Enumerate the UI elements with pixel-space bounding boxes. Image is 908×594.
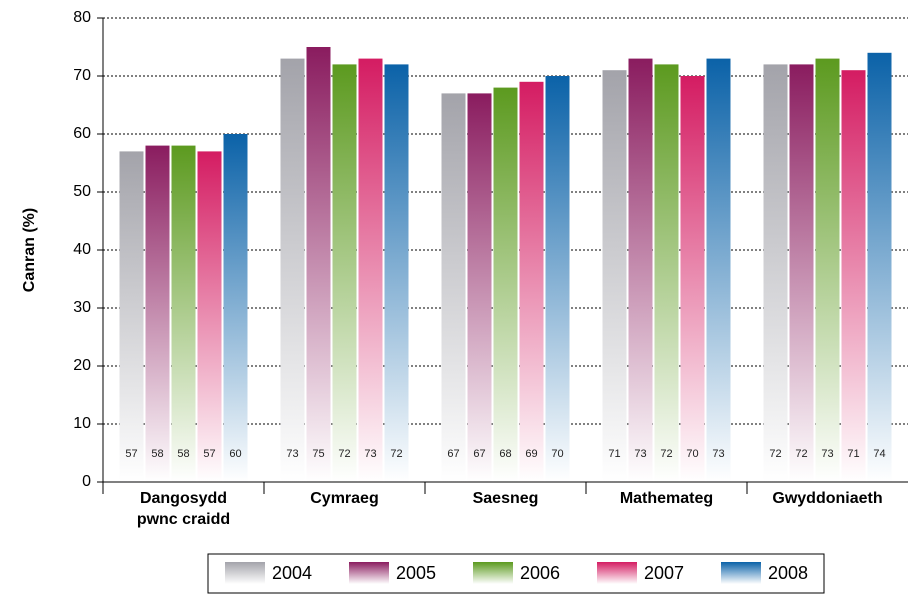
value-label: 71 [608, 448, 620, 460]
legend-label: 2004 [272, 563, 312, 583]
value-label: 71 [847, 448, 859, 460]
value-label: 57 [203, 448, 215, 460]
bar [384, 64, 409, 483]
y-axis-label: Canran (%) [21, 208, 38, 292]
legend-label: 2008 [768, 563, 808, 583]
y-tick-label: 20 [73, 357, 91, 374]
y-tick-label: 60 [73, 125, 91, 142]
bar [519, 81, 544, 483]
bar [197, 151, 222, 482]
bar [628, 58, 653, 482]
value-label: 72 [390, 448, 402, 460]
value-label: 74 [873, 448, 885, 460]
value-label: 69 [525, 448, 537, 460]
legend-label: 2006 [520, 563, 560, 583]
bar [441, 93, 466, 483]
bar [763, 64, 788, 483]
y-tick-label: 80 [73, 9, 91, 26]
y-tick-label: 40 [73, 241, 91, 258]
x-tick-label: Mathemateg [619, 490, 714, 507]
value-label: 70 [686, 448, 698, 460]
value-label: 60 [229, 448, 241, 460]
bar [706, 58, 731, 482]
x-tick-label: Dangosydd pwnc craidd [136, 490, 231, 528]
bar [815, 58, 840, 482]
legend-swatch [225, 562, 265, 584]
legend-swatch [597, 562, 637, 584]
bar [358, 58, 383, 482]
legend-swatch [721, 562, 761, 584]
bar [545, 76, 570, 482]
y-tick-label: 30 [73, 299, 91, 316]
value-label: 73 [712, 448, 724, 460]
bar [145, 145, 170, 482]
value-label: 72 [660, 448, 672, 460]
bar [867, 52, 892, 483]
legend-label: 2007 [644, 563, 684, 583]
value-label: 72 [795, 448, 807, 460]
value-label: 67 [447, 448, 459, 460]
value-label: 70 [551, 448, 563, 460]
bar [602, 70, 627, 482]
bar [789, 64, 814, 483]
bar [223, 134, 248, 482]
bar [280, 58, 305, 482]
x-tick-label: Cymraeg [310, 490, 379, 507]
y-tick-label: 10 [73, 415, 91, 432]
bar [467, 93, 492, 483]
bar [306, 47, 331, 482]
bar [841, 70, 866, 482]
value-label: 73 [286, 448, 298, 460]
legend-label: 2005 [396, 563, 436, 583]
legend-swatch [473, 562, 513, 584]
y-tick-label: 0 [82, 473, 91, 490]
bar [119, 151, 144, 482]
y-tick-label: 50 [73, 183, 91, 200]
value-label: 73 [364, 448, 376, 460]
x-tick-label: Gwyddoniaeth [772, 490, 883, 507]
bar [493, 87, 518, 482]
value-label: 58 [177, 448, 189, 460]
value-label: 73 [821, 448, 833, 460]
bar [332, 64, 357, 483]
y-tick-label: 70 [73, 67, 91, 84]
legend-swatch [349, 562, 389, 584]
bar [654, 64, 679, 483]
value-label: 72 [338, 448, 350, 460]
value-label: 72 [769, 448, 781, 460]
value-label: 57 [125, 448, 137, 460]
legend-box [207, 553, 825, 594]
value-label: 68 [499, 448, 511, 460]
value-label: 73 [634, 448, 646, 460]
bar [171, 145, 196, 482]
value-label: 58 [151, 448, 163, 460]
value-label: 67 [473, 448, 485, 460]
x-tick-label: Saesneg [472, 490, 539, 507]
bar [680, 76, 705, 482]
value-label: 75 [312, 448, 324, 460]
